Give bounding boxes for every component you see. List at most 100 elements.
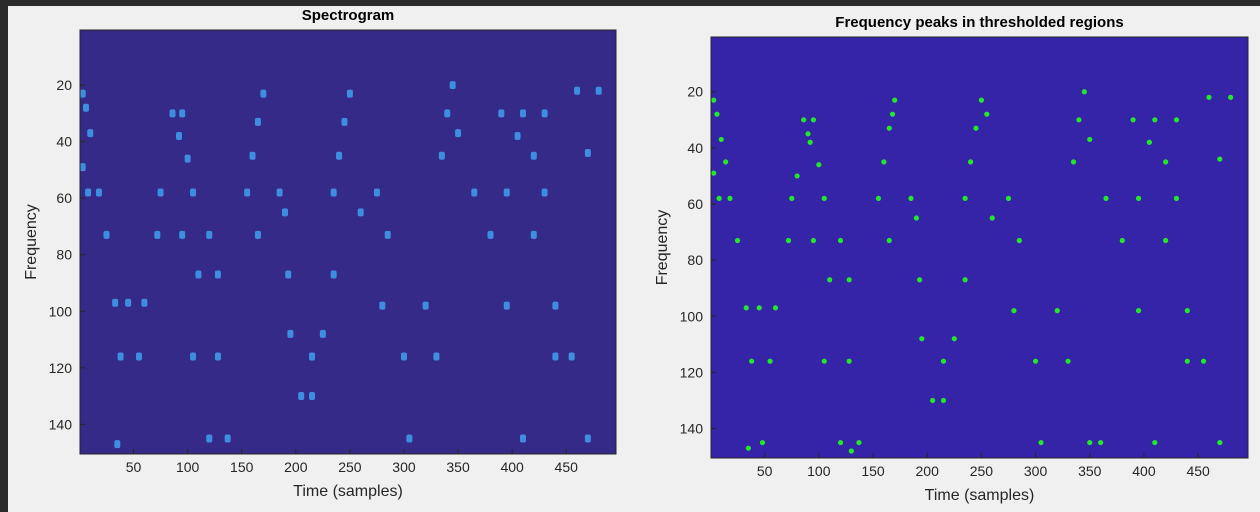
peak-point xyxy=(962,195,968,201)
peak-point xyxy=(785,237,792,244)
peak-point xyxy=(930,397,936,404)
x-tick-label: 300 xyxy=(392,459,416,475)
spectrogram-blob xyxy=(530,230,537,239)
axes-frame xyxy=(710,36,1249,459)
peak-point xyxy=(772,305,779,311)
spectrogram-blob xyxy=(552,301,559,310)
spectrogram-blob xyxy=(541,188,548,197)
spectrogram-blob xyxy=(346,89,353,98)
y-tick-label: 40 xyxy=(56,134,72,150)
spectrogram-blob xyxy=(357,208,364,217)
peak-point xyxy=(1173,195,1180,201)
y-tick-label: 60 xyxy=(687,196,703,212)
peak-point xyxy=(1081,89,1087,95)
peak-point xyxy=(1076,117,1082,123)
peak-point xyxy=(711,97,717,103)
peak-point xyxy=(837,439,844,446)
spectrogram-blob xyxy=(330,188,337,197)
peak-point xyxy=(1228,94,1234,100)
spectrogram-blob xyxy=(190,352,197,361)
spectrogram-blob xyxy=(260,89,267,98)
spectrogram-blob xyxy=(79,163,86,172)
x-tick-label: 200 xyxy=(916,463,940,479)
spectrogram-blob xyxy=(244,188,251,197)
peak-point xyxy=(805,131,811,137)
spectrogram-blob xyxy=(206,230,213,239)
peak-point xyxy=(1152,439,1158,446)
peak-point xyxy=(846,358,852,364)
spectrogram-blob xyxy=(254,117,261,126)
peak-point xyxy=(1217,439,1223,446)
spectrogram-blob xyxy=(157,188,164,197)
peak-point xyxy=(734,237,741,244)
peak-point xyxy=(794,173,800,179)
peak-point xyxy=(881,159,887,165)
peak-point xyxy=(962,277,968,283)
peak-point xyxy=(1054,308,1060,314)
y-tick-label: 140 xyxy=(49,416,73,432)
peak-point xyxy=(711,170,717,176)
spectrogram-blob xyxy=(319,329,326,338)
spectrogram-blob xyxy=(568,352,575,361)
peak-point xyxy=(875,195,882,201)
spectrogram-blob xyxy=(281,208,288,217)
peak-point xyxy=(917,277,923,283)
peak-point xyxy=(978,97,984,103)
spectrogram-blob xyxy=(214,352,221,361)
spectrogram-blob xyxy=(179,109,186,118)
spectrogram-blob xyxy=(552,352,559,361)
spectrogram-blob xyxy=(285,270,292,279)
peak-point xyxy=(1038,439,1044,446)
spectrogram-blob xyxy=(184,154,191,163)
x-tick-label: 350 xyxy=(1078,463,1102,479)
peak-point xyxy=(848,448,854,454)
spectrogram-blob xyxy=(87,129,94,138)
spectrogram-blob xyxy=(135,352,142,361)
peak-point xyxy=(1065,358,1071,364)
y-tick-label: 120 xyxy=(680,364,704,380)
peak-point xyxy=(807,139,813,145)
peak-point xyxy=(837,237,844,244)
x-tick-label: 300 xyxy=(1024,463,1048,479)
spectrogram-blob xyxy=(455,129,462,138)
peak-point xyxy=(816,162,822,168)
peak-point xyxy=(1130,117,1136,123)
spectrogram-blob xyxy=(103,230,110,239)
peak-point xyxy=(1146,139,1152,145)
peak-point xyxy=(1163,237,1169,244)
peak-point xyxy=(856,439,862,446)
peak-point xyxy=(1103,195,1109,201)
spectrogram-blob xyxy=(584,434,591,443)
peak-point xyxy=(714,111,720,117)
peak-point xyxy=(821,358,827,364)
y-tick-label: 20 xyxy=(56,77,72,93)
peak-point xyxy=(767,358,773,364)
x-tick-label: 50 xyxy=(126,459,142,475)
peak-point xyxy=(1184,308,1190,314)
peak-point xyxy=(810,117,817,123)
peak-point xyxy=(1135,308,1142,314)
spectrogram-blob xyxy=(471,188,478,197)
spectrogram-blob xyxy=(141,298,148,307)
peak-point xyxy=(886,125,892,131)
peak-point xyxy=(718,136,724,143)
peak-point xyxy=(789,195,795,201)
peak-point xyxy=(1119,237,1125,244)
y-tick-label: 80 xyxy=(56,247,72,263)
peak-point xyxy=(810,237,817,244)
x-tick-label: 200 xyxy=(284,459,308,475)
spectrogram-blob xyxy=(82,103,89,112)
peak-point xyxy=(886,237,892,244)
peak-point xyxy=(759,439,766,446)
spectrogram-blob xyxy=(341,117,348,126)
spectrogram-blob xyxy=(79,89,86,98)
spectrogram-blob xyxy=(584,148,591,157)
spectrogram-blob xyxy=(379,301,386,310)
peak-point xyxy=(1135,195,1142,201)
peak-point xyxy=(1163,159,1169,165)
spectrogram-blob xyxy=(206,434,213,443)
peak-point xyxy=(940,397,947,404)
spectrogram-blob xyxy=(190,188,197,197)
x-tick-label: 350 xyxy=(446,459,470,475)
